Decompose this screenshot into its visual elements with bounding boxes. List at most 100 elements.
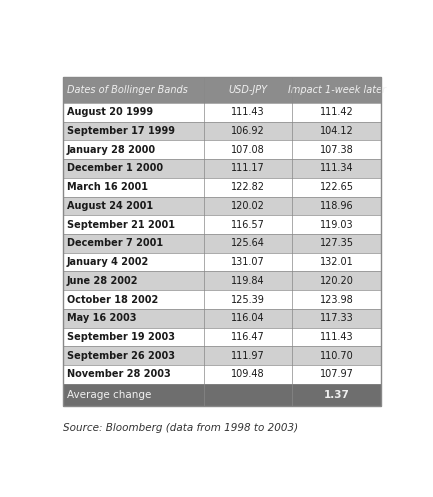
Text: Average change: Average change	[67, 390, 151, 400]
Text: 111.43: 111.43	[231, 107, 265, 117]
Text: 122.65: 122.65	[320, 182, 354, 192]
Bar	[292, 122, 381, 140]
Text: December 1 2000: December 1 2000	[67, 164, 163, 173]
Bar	[204, 196, 292, 215]
Text: 127.35: 127.35	[320, 239, 354, 248]
Text: 107.38: 107.38	[320, 145, 354, 155]
Text: 125.64: 125.64	[231, 239, 265, 248]
Text: May 16 2003: May 16 2003	[67, 313, 136, 323]
Text: 125.39: 125.39	[231, 295, 265, 305]
Text: 110.70: 110.70	[320, 351, 354, 361]
Bar	[204, 252, 292, 271]
Bar	[292, 290, 381, 309]
Text: 111.43: 111.43	[320, 332, 353, 342]
Text: 111.42: 111.42	[320, 107, 354, 117]
Text: 106.92: 106.92	[231, 126, 265, 136]
Text: 107.08: 107.08	[231, 145, 265, 155]
Bar	[204, 346, 292, 365]
Bar	[62, 290, 204, 309]
Text: August 20 1999: August 20 1999	[67, 107, 153, 117]
Bar	[62, 346, 204, 365]
Text: December 7 2001: December 7 2001	[67, 239, 163, 248]
Bar	[62, 271, 204, 290]
Text: 123.98: 123.98	[320, 295, 354, 305]
Bar	[292, 365, 381, 384]
Bar	[62, 196, 204, 215]
Text: September 21 2001: September 21 2001	[67, 220, 174, 230]
Bar	[292, 234, 381, 252]
Bar	[292, 140, 381, 159]
Text: 1.37: 1.37	[324, 390, 349, 400]
Bar	[62, 122, 204, 140]
Text: 107.97: 107.97	[320, 369, 354, 379]
Bar	[204, 271, 292, 290]
Text: September 19 2003: September 19 2003	[67, 332, 174, 342]
Bar	[292, 384, 381, 406]
Text: 122.82: 122.82	[231, 182, 265, 192]
Bar	[204, 159, 292, 178]
Bar	[204, 234, 292, 252]
Bar	[204, 103, 292, 122]
Bar	[292, 77, 381, 103]
Text: 116.47: 116.47	[231, 332, 265, 342]
Text: January 4 2002: January 4 2002	[67, 257, 149, 267]
Bar	[204, 178, 292, 196]
Text: Source: Bloomberg (data from 1998 to 2003): Source: Bloomberg (data from 1998 to 200…	[62, 423, 297, 433]
Bar	[62, 77, 204, 103]
Bar	[204, 328, 292, 346]
Text: Impact 1-week later: Impact 1-week later	[288, 85, 386, 95]
Text: 131.07: 131.07	[231, 257, 265, 267]
Bar	[204, 215, 292, 234]
Bar	[62, 103, 204, 122]
Bar	[62, 140, 204, 159]
Text: 111.17: 111.17	[231, 164, 265, 173]
Text: September 26 2003: September 26 2003	[67, 351, 174, 361]
Text: 111.34: 111.34	[320, 164, 353, 173]
Bar	[204, 290, 292, 309]
Text: 119.03: 119.03	[320, 220, 353, 230]
Text: USD-JPY: USD-JPY	[229, 85, 268, 95]
Bar	[62, 309, 204, 328]
Bar	[292, 309, 381, 328]
Bar	[204, 384, 292, 406]
Bar	[292, 271, 381, 290]
Bar	[292, 215, 381, 234]
Bar	[62, 252, 204, 271]
Bar	[204, 77, 292, 103]
Bar	[62, 365, 204, 384]
Text: 116.57: 116.57	[231, 220, 265, 230]
Text: 132.01: 132.01	[320, 257, 354, 267]
Bar	[62, 159, 204, 178]
Text: January 28 2000: January 28 2000	[67, 145, 156, 155]
Text: 109.48: 109.48	[231, 369, 265, 379]
Bar	[62, 234, 204, 252]
Text: August 24 2001: August 24 2001	[67, 201, 153, 211]
Text: September 17 1999: September 17 1999	[67, 126, 174, 136]
Bar	[62, 384, 204, 406]
Text: 120.20: 120.20	[320, 276, 354, 286]
Bar	[62, 215, 204, 234]
Bar	[292, 346, 381, 365]
Text: 120.02: 120.02	[231, 201, 265, 211]
Text: November 28 2003: November 28 2003	[67, 369, 170, 379]
Bar	[204, 309, 292, 328]
Bar	[292, 178, 381, 196]
Bar	[292, 103, 381, 122]
Bar	[62, 328, 204, 346]
Text: 117.33: 117.33	[320, 313, 354, 323]
Text: 118.96: 118.96	[320, 201, 353, 211]
Bar	[292, 252, 381, 271]
Bar	[292, 196, 381, 215]
Text: June 28 2002: June 28 2002	[67, 276, 138, 286]
Text: 111.97: 111.97	[231, 351, 265, 361]
Text: October 18 2002: October 18 2002	[67, 295, 158, 305]
Text: 104.12: 104.12	[320, 126, 354, 136]
Text: 116.04: 116.04	[231, 313, 265, 323]
Bar	[204, 365, 292, 384]
Bar	[292, 159, 381, 178]
Bar	[204, 140, 292, 159]
Bar	[204, 122, 292, 140]
Text: Dates of Bollinger Bands: Dates of Bollinger Bands	[67, 85, 187, 95]
Text: March 16 2001: March 16 2001	[67, 182, 148, 192]
Text: 119.84: 119.84	[231, 276, 265, 286]
